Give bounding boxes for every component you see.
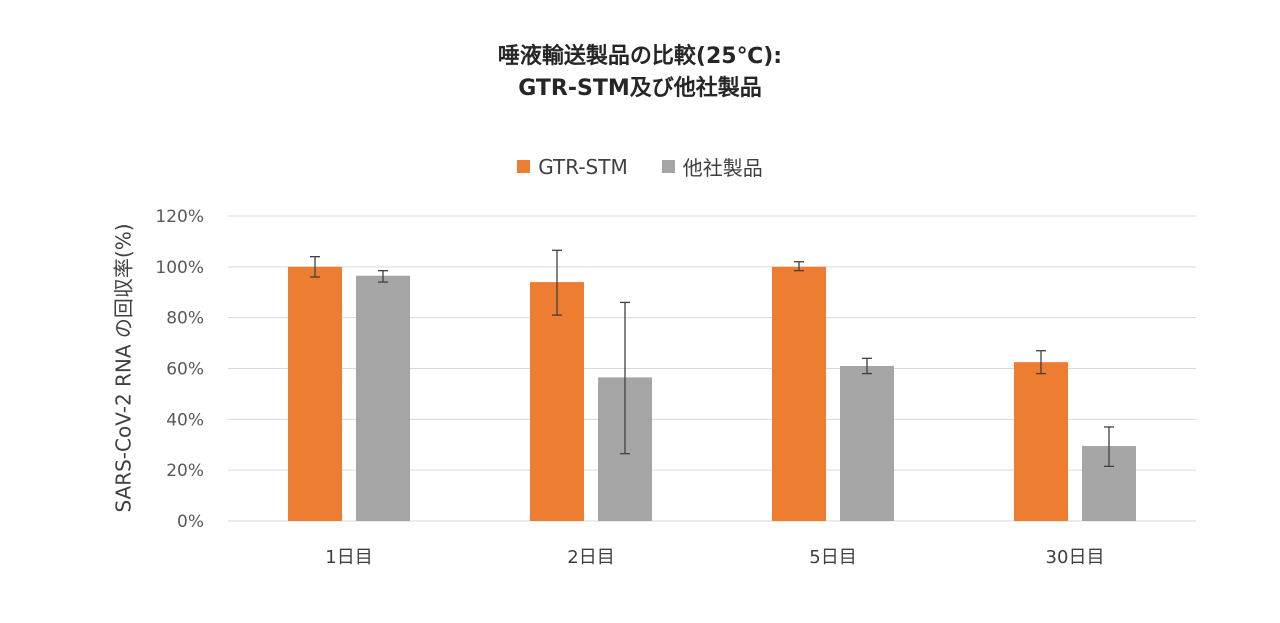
bar-other-product (840, 365, 894, 521)
y-tick-label: 20% (166, 461, 204, 481)
y-tick-label: 60% (166, 360, 204, 380)
chart-title-line-1: 唾液輸送製品の比較(25℃): (497, 44, 783, 69)
bar-gtr-stm (530, 282, 584, 521)
y-tick-label: 0% (177, 512, 204, 532)
bar-other-product (356, 275, 410, 521)
y-tick-label: 40% (166, 410, 204, 430)
legend-item-gtr-stm: GTR-STM (517, 152, 628, 181)
legend-swatch-gtr-stm (517, 160, 531, 173)
y-tick-label: 80% (166, 309, 204, 329)
x-tick-label: 5日目 (809, 547, 856, 568)
legend-item-other-product: 他社製品 (661, 152, 763, 181)
legend-label-gtr-stm: GTR-STM (538, 154, 628, 179)
x-tick-label: 1日目 (325, 547, 372, 568)
bar-gtr-stm (1014, 362, 1068, 521)
y-tick-label: 120% (155, 207, 204, 227)
legend: GTR-STM 他社製品 (0, 152, 1280, 181)
bar-gtr-stm (288, 266, 342, 521)
chart-title-line-2: GTR-STM及び他社製品 (518, 76, 762, 101)
x-tick-label: 2日目 (567, 547, 614, 568)
y-tick-label: 100% (155, 258, 204, 278)
bar-gtr-stm (772, 266, 826, 521)
legend-swatch-other-product (661, 160, 675, 173)
x-tick-label: 30日目 (1046, 547, 1105, 568)
legend-label-other-product: 他社製品 (682, 156, 763, 180)
